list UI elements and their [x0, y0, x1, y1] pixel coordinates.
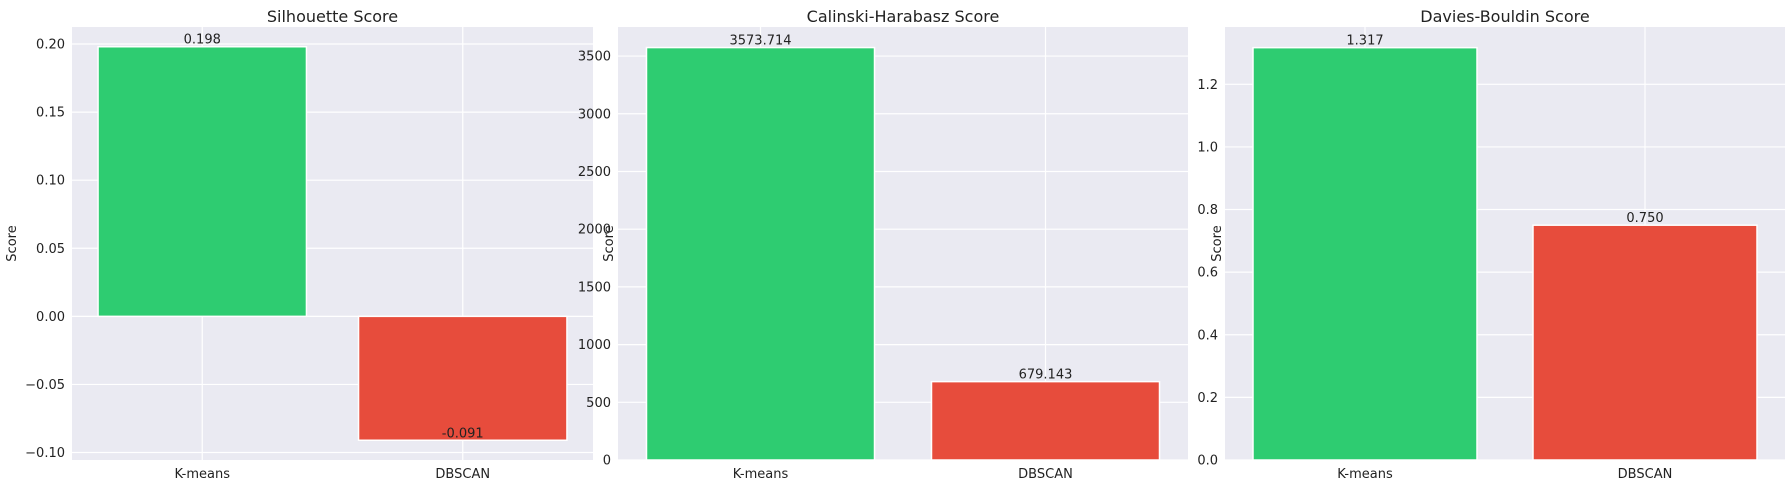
- chart-title: Calinski-Harabasz Score: [807, 7, 1000, 26]
- data-label: 679.143: [1019, 368, 1073, 383]
- bar-dbscan: [930, 380, 1161, 461]
- y-tick-label: 0.8: [1197, 203, 1218, 218]
- x-tick-label: K-means: [175, 467, 231, 482]
- chart-title: Davies-Bouldin Score: [1420, 7, 1589, 26]
- bar-dbscan: [1532, 224, 1758, 461]
- data-label: 0.198: [184, 33, 221, 48]
- y-tick-label: 0.20: [36, 38, 65, 53]
- y-tick-label: 0.2: [1197, 391, 1218, 406]
- data-label: 1.317: [1346, 34, 1383, 49]
- y-tick-label: 1500: [578, 280, 611, 295]
- y-tick-label: 0.00: [36, 310, 65, 325]
- x-tick-label: K-means: [1337, 467, 1393, 482]
- y-tick-label: 1.0: [1197, 140, 1218, 155]
- x-tick-label: DBSCAN: [435, 467, 490, 482]
- y-tick-label: 3500: [578, 50, 611, 65]
- y-tick-label: 0.05: [36, 242, 65, 257]
- y-tick-label: 1.2: [1197, 78, 1218, 93]
- bar-k-means: [645, 46, 876, 461]
- y-tick-label: 0.6: [1197, 266, 1218, 281]
- bar-k-means: [97, 45, 308, 318]
- chart-panel-1: 0.198 -0.091 −0.10 −0.05 0.00 0.05 0.10 0.15 0.2…: [5, 7, 593, 482]
- y-axis-label: Score: [1210, 225, 1225, 261]
- y-axis-label: Score: [5, 225, 20, 261]
- data-label: 0.750: [1626, 211, 1663, 226]
- y-tick-label: 500: [586, 396, 611, 411]
- x-tick-label: DBSCAN: [1018, 467, 1073, 482]
- x-tick-label: DBSCAN: [1618, 467, 1673, 482]
- y-tick-label: 0.15: [36, 106, 65, 121]
- y-tick-label: 0.10: [36, 174, 65, 189]
- y-tick-label: −0.10: [25, 446, 65, 461]
- y-tick-label: 1000: [578, 338, 611, 353]
- y-tick-label: 2000: [578, 223, 611, 238]
- y-tick-label: 0: [603, 454, 611, 469]
- data-label: -0.091: [442, 426, 484, 441]
- data-label: 3573.714: [729, 34, 791, 49]
- y-tick-label: 0.0: [1197, 454, 1218, 469]
- bar-k-means: [1252, 46, 1478, 461]
- bar-dbscan: [357, 315, 568, 442]
- y-axis-label: Score: [602, 225, 617, 261]
- y-tick-label: 0.4: [1197, 328, 1218, 343]
- chart-panel-2: 3573.714 679.143 0 500 1000 1500 2000 2500 3000 3…: [578, 7, 1188, 482]
- y-tick-label: −0.05: [25, 378, 65, 393]
- y-tick-label: 3000: [578, 107, 611, 122]
- chart-title: Silhouette Score: [267, 7, 398, 26]
- x-tick-label: K-means: [733, 467, 789, 482]
- chart-panel-3: 1.317 0.750 0.0 0.2 0.4 0.6 0.8 1.0 1.2 K-means DB…: [1197, 7, 1785, 482]
- y-tick-label: 2500: [578, 165, 611, 180]
